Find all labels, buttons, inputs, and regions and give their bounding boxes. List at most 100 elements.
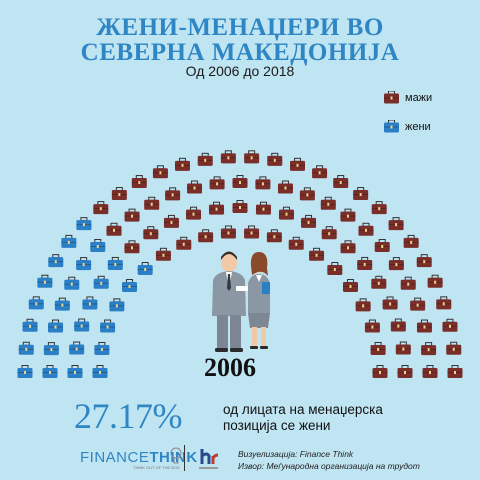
briefcase-icon	[371, 201, 387, 215]
briefcase-icon	[76, 217, 92, 231]
briefcase-icon	[384, 91, 399, 104]
briefcase-icon	[122, 279, 138, 293]
briefcase-icon	[111, 187, 127, 201]
briefcase-icon	[288, 236, 304, 250]
briefcase-icon	[427, 274, 443, 288]
briefcase-icon	[255, 201, 271, 215]
briefcase-icon	[244, 150, 260, 164]
briefcase-icon	[301, 214, 317, 228]
briefcase-icon	[93, 275, 109, 289]
logo-tagline: THINK OUT OF THE BOX	[133, 465, 180, 470]
briefcase-icon	[54, 297, 70, 311]
briefcase-icon	[333, 175, 349, 189]
briefcase-icon	[76, 257, 92, 271]
briefcase-icon	[436, 296, 452, 310]
legend-men: мажи	[384, 91, 432, 104]
briefcase-icon	[309, 247, 325, 261]
percent-description: од лицата на менаџерска позиција се жени	[223, 402, 383, 434]
briefcase-icon	[43, 342, 59, 356]
briefcase-icon	[17, 365, 33, 378]
briefcase-icon	[400, 276, 416, 290]
briefcase-icon	[327, 261, 343, 275]
briefcase-icon	[388, 257, 404, 271]
subtitle: Од 2006 до 2018	[185, 63, 295, 79]
briefcase-icon	[364, 319, 380, 333]
percent-description-line-1: од лицата на менаџерска	[223, 402, 383, 417]
credit-visualization: Визуелизација: Finance Think	[238, 449, 354, 459]
briefcase-icon	[416, 254, 432, 268]
briefcase-icon	[382, 296, 398, 310]
briefcase-icon	[278, 206, 294, 220]
briefcase-icon	[255, 176, 271, 190]
briefcase-icon	[266, 229, 282, 243]
briefcase-icon	[371, 275, 387, 289]
briefcase-icon	[340, 208, 356, 222]
briefcase-icon	[416, 319, 432, 333]
briefcase-icon	[321, 226, 337, 240]
briefcase-icon	[124, 208, 140, 222]
briefcase-icon	[131, 175, 147, 189]
briefcase-icon	[165, 187, 181, 201]
briefcase-icon	[267, 152, 283, 166]
briefcase-icon	[28, 296, 44, 310]
briefcase-icon	[22, 318, 38, 332]
lightbulb-icon	[170, 447, 182, 464]
briefcase-icon	[388, 217, 404, 231]
briefcase-icon	[93, 201, 109, 215]
briefcase-icon	[94, 341, 110, 355]
briefcase-icon	[198, 229, 214, 243]
briefcase-icon	[137, 261, 153, 275]
briefcase-icon	[355, 298, 371, 312]
briefcase-icon	[107, 256, 123, 270]
briefcase-icon	[446, 341, 462, 355]
briefcase-icon	[421, 342, 437, 356]
briefcase-icon	[48, 319, 64, 333]
logo-divider	[184, 445, 185, 471]
briefcase-icon	[109, 298, 125, 312]
briefcase-icon	[320, 196, 336, 210]
briefcase-icon	[48, 254, 64, 268]
briefcase-icon	[422, 365, 438, 378]
briefcase-icon	[61, 234, 77, 248]
briefcase-icon	[69, 341, 85, 355]
briefcase-icon	[124, 240, 140, 254]
briefcase-icon	[163, 214, 179, 228]
briefcase-icon	[18, 341, 34, 355]
briefcase-icon	[384, 91, 399, 104]
credits: Визуелизација: Finance Think Извор: Меѓу…	[238, 448, 420, 472]
briefcase-icon	[372, 365, 388, 378]
briefcase-icon	[447, 365, 463, 378]
briefcase-icon	[358, 222, 374, 236]
legend-women-label: жени	[405, 120, 431, 133]
briefcase-icon	[92, 365, 108, 378]
percent-description-line-2: позиција се жени	[223, 418, 331, 433]
briefcase-icon	[220, 225, 236, 239]
briefcase-icon	[232, 200, 248, 213]
briefcase-icon	[410, 297, 426, 311]
briefcase-icon	[244, 225, 260, 239]
businessman-businesswoman-icon	[212, 251, 270, 352]
briefcase-icon	[74, 318, 90, 332]
briefcase-icon	[100, 319, 116, 333]
briefcase-icon	[370, 341, 386, 355]
briefcase-icon	[144, 196, 160, 210]
briefcase-icon	[299, 187, 315, 201]
briefcase-icon	[312, 165, 328, 179]
briefcase-icon	[290, 157, 306, 171]
briefcase-icon	[277, 180, 293, 194]
credit-source: Извор: Меѓународна организација на трудо…	[238, 461, 420, 471]
legend-women: жени	[384, 120, 431, 133]
logo-part-1: FINANCE	[80, 449, 150, 466]
briefcase-icon	[395, 341, 411, 355]
briefcase-icon	[357, 256, 373, 270]
briefcase-icon	[342, 279, 358, 293]
title-line-1: ЖЕНИ-МЕНАЏЕРИ ВО	[96, 14, 384, 41]
briefcase-icon	[152, 165, 168, 179]
briefcase-icon	[186, 206, 202, 220]
briefcase-icon	[209, 176, 225, 190]
briefcase-icon	[340, 240, 356, 254]
year-label: 2006	[204, 353, 256, 382]
briefcase-icon	[174, 157, 190, 171]
